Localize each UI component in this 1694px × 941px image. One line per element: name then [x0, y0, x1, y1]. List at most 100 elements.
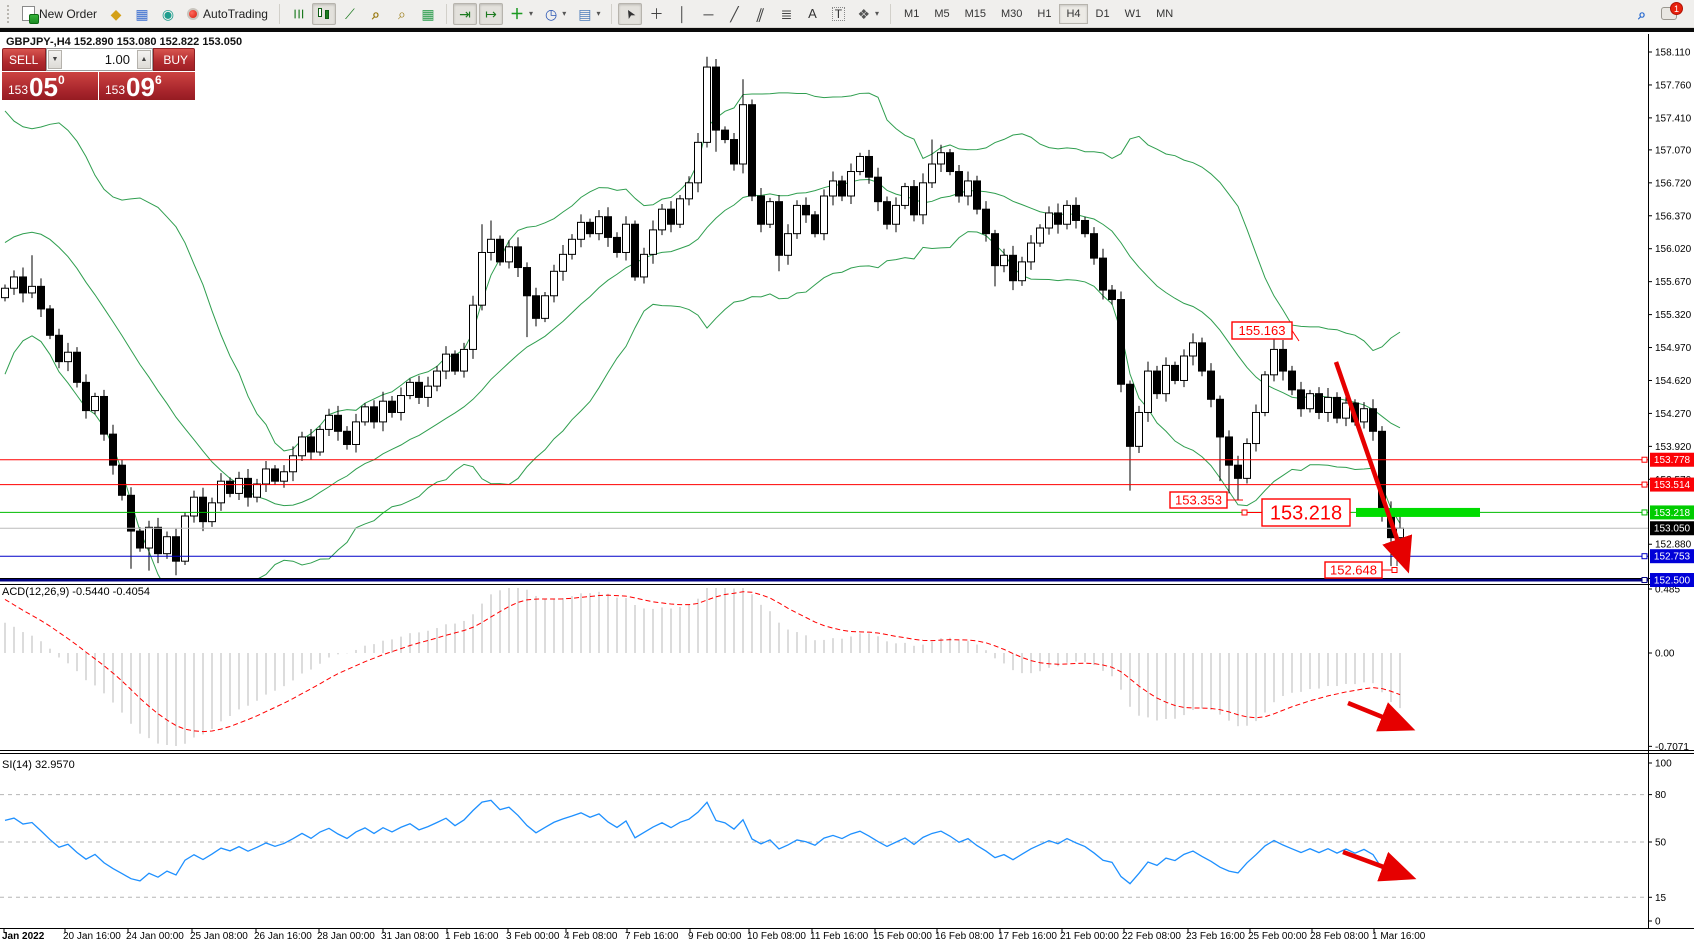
sell-button[interactable]: SELL [2, 48, 46, 71]
text-label-icon: T [831, 6, 846, 21]
periods-button[interactable]: ◷ ▾ [540, 3, 571, 25]
price-tick-label: 157.410 [1655, 113, 1692, 124]
candle-body [1243, 443, 1251, 479]
text-label-tool-button[interactable]: T [826, 3, 850, 25]
cursor-tool-button[interactable]: ➤ [618, 2, 643, 25]
candle-body [1234, 464, 1242, 479]
trend-arrow-macd[interactable] [1347, 700, 1416, 732]
volume-decrease-button[interactable]: ▼ [48, 50, 62, 69]
trend-arrow-rsi[interactable] [1342, 849, 1417, 882]
support-band-rect[interactable] [1356, 507, 1480, 517]
timeframe-H4[interactable]: H4 [1059, 3, 1088, 24]
hline-anchor-square[interactable] [1641, 481, 1648, 488]
crosshair-icon: ＋ [649, 5, 664, 22]
fibonacci-tool-button[interactable]: ≣ [774, 3, 798, 25]
templates-button[interactable]: ▤ ▾ [573, 3, 605, 25]
candle-body [1198, 342, 1206, 372]
data-window-button[interactable]: ▦ [130, 3, 154, 25]
chart-shift-button[interactable]: ↦ [478, 2, 503, 25]
candle-body [127, 494, 135, 532]
candle-body [424, 385, 432, 398]
hline-anchor-square[interactable] [1641, 509, 1648, 516]
auto-scroll-button[interactable]: ⇥ [452, 2, 477, 25]
timeframe-M1[interactable]: M1 [904, 7, 920, 20]
trend-arrow-main[interactable] [1333, 361, 1413, 574]
search-button[interactable]: ⌕ [1630, 3, 1654, 25]
line-chart-button[interactable]: ⟋ [338, 3, 362, 25]
candle-body [892, 204, 900, 225]
time-axis-label: 3 Feb 00:00 [506, 931, 560, 941]
candle-body [649, 229, 657, 255]
candle-body [352, 421, 360, 445]
horizontal-line-tool-button[interactable]: ─ [696, 3, 720, 25]
hline-anchor-square[interactable] [1641, 553, 1648, 560]
timeframe-M30[interactable]: M30 [1001, 7, 1023, 20]
candle-body [964, 180, 972, 197]
zoom-out-button[interactable]: ⌕ [390, 3, 414, 25]
price-callout-box[interactable] [1169, 491, 1228, 509]
price-marker-153.050 [1650, 521, 1694, 536]
time-axis-label: 4 Feb 08:00 [564, 931, 618, 941]
candle-body [91, 395, 99, 412]
price-callout-box[interactable] [1231, 321, 1293, 340]
window-border [0, 28, 1694, 32]
price-callout-box[interactable] [1324, 561, 1383, 579]
timeframe-H1[interactable]: H1 [1037, 7, 1052, 20]
sell-price-display[interactable]: 153 05 0 [2, 72, 98, 100]
market-watch-button[interactable]: ◆ [104, 3, 128, 25]
candle-body [946, 152, 954, 173]
timeframe-D1[interactable]: D1 [1095, 7, 1110, 20]
candle-body [172, 536, 180, 562]
timeframe-M5[interactable]: M5 [934, 7, 950, 20]
hline-anchor-square[interactable] [1641, 577, 1648, 584]
notifications-button[interactable]: 1 [1656, 2, 1683, 25]
candle-body [955, 171, 963, 197]
toolbar-grip[interactable] [7, 4, 12, 23]
candle-body [1090, 233, 1098, 259]
zoom-in-button[interactable]: ⌕ [364, 3, 388, 25]
candle-body [1126, 383, 1134, 447]
vertical-line-tool-button[interactable]: │ [670, 3, 694, 25]
candlestick-chart-button[interactable] [311, 2, 336, 25]
candle-body [1270, 348, 1278, 376]
hline-anchor-square[interactable] [1641, 456, 1648, 463]
auto-scroll-icon: ⇥ [459, 5, 471, 22]
candle-body [262, 468, 270, 485]
trendline-tool-button[interactable]: ╱ [722, 3, 746, 25]
candle-body [586, 221, 594, 235]
buy-button[interactable]: BUY [153, 48, 195, 71]
shapes-tool-button[interactable]: ❖ ▾ [852, 3, 884, 25]
timeframe-W1[interactable]: W1 [1124, 7, 1142, 20]
tile-windows-button[interactable]: ▦ [416, 3, 440, 25]
time-axis-label: 20 Jan 16:00 [63, 931, 121, 941]
candle-body [1144, 370, 1152, 413]
buy-price-display[interactable]: 153 09 6 [99, 72, 195, 100]
text-tool-button[interactable]: A [800, 3, 824, 25]
candle-body [316, 428, 324, 453]
separator [278, 3, 280, 24]
candle-body [685, 182, 693, 200]
time-axis-label: 28 Feb 08:00 [1310, 931, 1369, 941]
signals-button[interactable]: ◉ [156, 3, 180, 25]
price-marker-152.753 [1650, 549, 1694, 564]
clock-icon: ◷ [544, 5, 558, 22]
time-axis-label: 26 Jan 16:00 [254, 931, 312, 941]
crosshair-tool-button[interactable]: ＋ [644, 3, 668, 25]
candle-body [163, 536, 171, 555]
price-callout-box[interactable] [1261, 498, 1351, 527]
timeframe-M15[interactable]: M15 [964, 7, 986, 20]
candle-body [910, 186, 918, 216]
autotrading-label: AutoTrading [203, 6, 268, 21]
autotrading-button[interactable]: AutoTrading [182, 3, 273, 25]
volume-increase-button[interactable]: ▲ [137, 50, 151, 69]
new-order-button[interactable]: New Order [17, 3, 102, 25]
time-axis-label: Jan 2022 [2, 931, 45, 941]
candle-body [613, 236, 621, 253]
candle-body [820, 195, 828, 235]
indicators-button[interactable]: ＋ ▾ [505, 3, 538, 25]
volume-input[interactable]: 1.00 [104, 52, 130, 67]
data-window-icon: ▦ [135, 5, 149, 22]
timeframe-MN[interactable]: MN [1156, 7, 1174, 20]
